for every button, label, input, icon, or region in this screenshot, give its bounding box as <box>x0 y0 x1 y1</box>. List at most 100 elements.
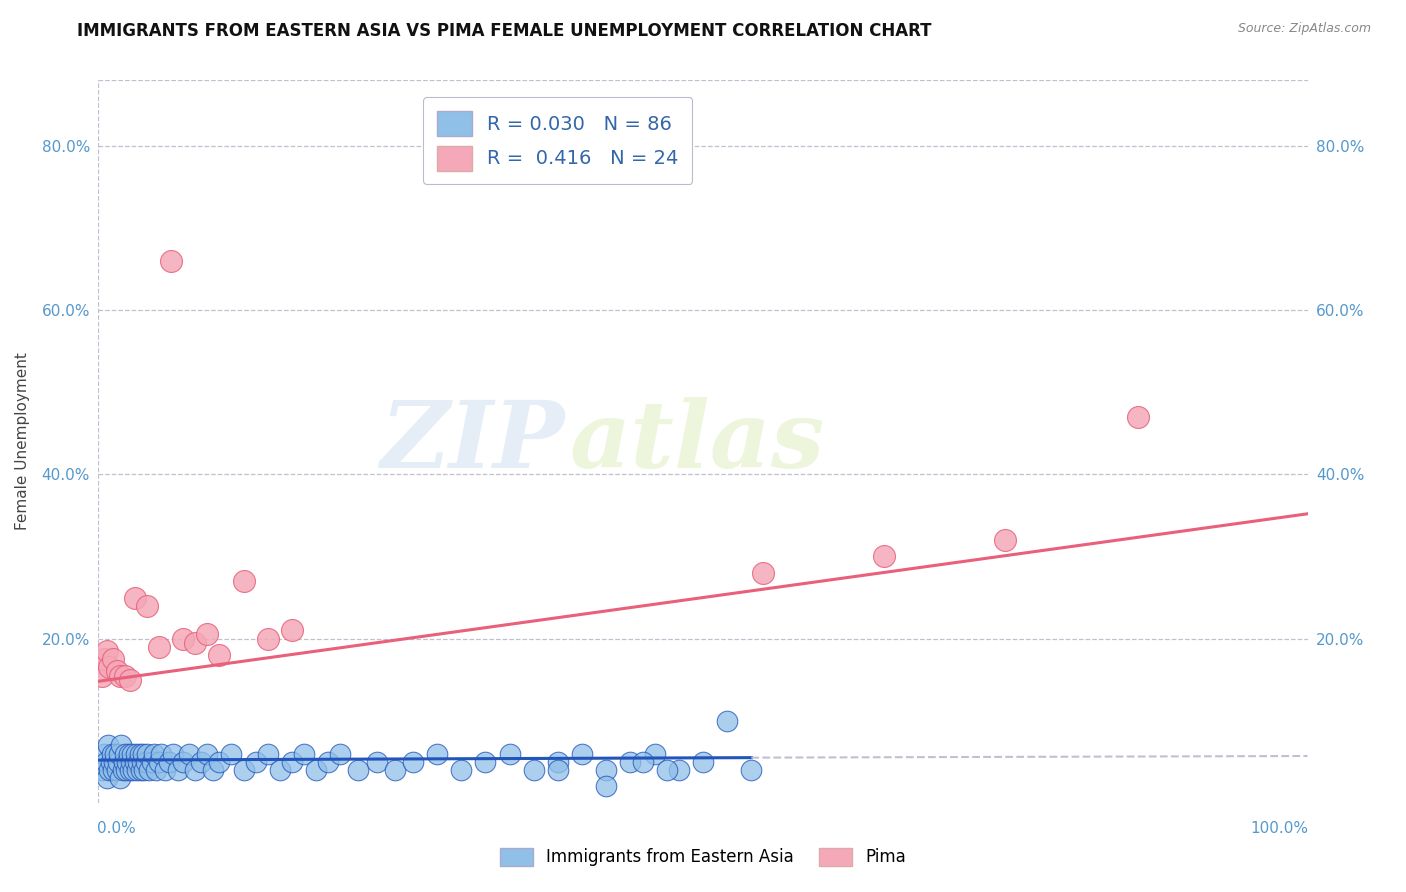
Point <box>145 763 167 777</box>
Point <box>112 755 135 769</box>
Point <box>129 763 152 777</box>
Point <box>101 652 124 666</box>
Point <box>91 668 114 682</box>
Point <box>91 763 114 777</box>
Point <box>103 755 125 769</box>
Point <box>474 755 496 769</box>
Point <box>108 771 131 785</box>
Point <box>96 771 118 785</box>
Point <box>202 763 225 777</box>
Point <box>104 747 127 761</box>
Point <box>118 763 141 777</box>
Point <box>245 755 267 769</box>
Point <box>110 739 132 753</box>
Point <box>122 763 145 777</box>
Point <box>269 763 291 777</box>
Point <box>172 755 194 769</box>
Point <box>450 763 472 777</box>
Point <box>292 747 315 761</box>
Point <box>124 755 146 769</box>
Point <box>655 763 678 777</box>
Point <box>752 566 775 580</box>
Text: Source: ZipAtlas.com: Source: ZipAtlas.com <box>1237 22 1371 36</box>
Point <box>114 668 136 682</box>
Point <box>118 747 141 761</box>
Point <box>115 763 138 777</box>
Point <box>121 747 143 761</box>
Point <box>232 574 254 588</box>
Text: 100.0%: 100.0% <box>1251 821 1309 836</box>
Point <box>98 763 121 777</box>
Point <box>740 763 762 777</box>
Point <box>384 763 406 777</box>
Point <box>571 747 593 761</box>
Point <box>108 747 131 761</box>
Point <box>125 747 148 761</box>
Point <box>93 652 115 666</box>
Point <box>141 755 163 769</box>
Point <box>281 624 304 638</box>
Point <box>118 673 141 687</box>
Point <box>329 747 352 761</box>
Text: atlas: atlas <box>569 397 825 486</box>
Point <box>595 780 617 794</box>
Point <box>132 747 155 761</box>
Point <box>114 747 136 761</box>
Text: ZIP: ZIP <box>380 397 564 486</box>
Point <box>281 755 304 769</box>
Point <box>148 755 170 769</box>
Point <box>195 627 218 641</box>
Point <box>595 763 617 777</box>
Point <box>98 660 121 674</box>
Point <box>498 747 520 761</box>
Point <box>994 533 1017 547</box>
Point <box>208 648 231 662</box>
Point <box>190 755 212 769</box>
Point <box>184 763 207 777</box>
Point <box>347 763 370 777</box>
Point <box>107 755 129 769</box>
Point <box>426 747 449 761</box>
Point <box>100 747 122 761</box>
Point <box>108 668 131 682</box>
Point <box>179 747 201 761</box>
Point <box>93 747 115 761</box>
Point <box>232 763 254 777</box>
Point <box>131 755 153 769</box>
Point <box>167 763 190 777</box>
Point <box>366 755 388 769</box>
Point <box>153 763 176 777</box>
Point <box>644 747 666 761</box>
Point <box>105 665 128 679</box>
Point <box>135 755 157 769</box>
Point <box>138 763 160 777</box>
Point <box>172 632 194 646</box>
Point <box>117 755 139 769</box>
Legend: Immigrants from Eastern Asia, Pima: Immigrants from Eastern Asia, Pima <box>494 841 912 873</box>
Point <box>668 763 690 777</box>
Point <box>402 755 425 769</box>
Point <box>160 253 183 268</box>
Point <box>316 755 339 769</box>
Point <box>221 747 243 761</box>
Text: 0.0%: 0.0% <box>97 821 136 836</box>
Point <box>195 747 218 761</box>
Point <box>135 747 157 761</box>
Point <box>619 755 641 769</box>
Y-axis label: Female Unemployment: Female Unemployment <box>15 352 31 531</box>
Point <box>100 755 122 769</box>
Point <box>120 755 142 769</box>
Point <box>94 755 117 769</box>
Point <box>96 644 118 658</box>
Point <box>111 763 134 777</box>
Point <box>150 747 173 761</box>
Point <box>97 739 120 753</box>
Point <box>716 714 738 728</box>
Point <box>184 636 207 650</box>
Point <box>873 549 896 564</box>
Point <box>143 747 166 761</box>
Point <box>547 755 569 769</box>
Point <box>631 755 654 769</box>
Point <box>692 755 714 769</box>
Point <box>547 763 569 777</box>
